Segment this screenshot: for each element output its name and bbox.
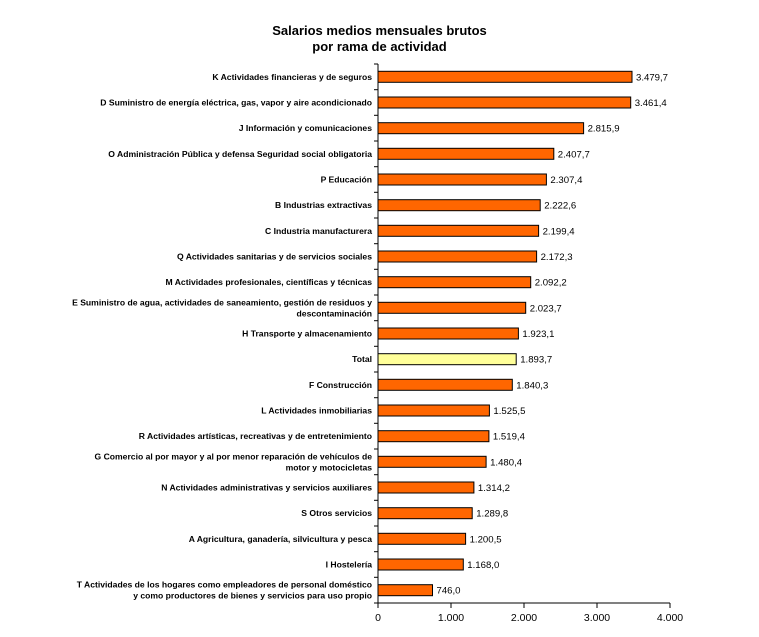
category-label: M Actividades profesionales, científicas… xyxy=(166,277,373,287)
category-label: O Administración Pública y defensa Segur… xyxy=(108,149,372,159)
bar-b-industrias-extractivas xyxy=(377,199,541,212)
category-label: G Comercio al por mayor y al por menor r… xyxy=(95,451,373,461)
category-label: L Actividades inmobiliarias xyxy=(261,406,372,416)
bar-d-suministro-de-energ-a-el-ctrica-gas-vapor-y-aire-acondicionado xyxy=(377,96,632,109)
bar-c-industria-manufacturera xyxy=(377,224,540,237)
category-label: D Suministro de energía eléctrica, gas, … xyxy=(100,98,372,108)
bar-n-actividades-administrativas-y-servicios-auxiliares xyxy=(377,481,475,494)
value-label: 2.023,7 xyxy=(530,303,562,314)
bar-q-actividades-sanitarias-y-de-servicios-sociales xyxy=(377,250,538,263)
bar-g-comercio-al-por-mayor-y-al-por-menor-reparaci-n-de-veh-culos-de xyxy=(377,455,487,468)
axis-layer: 0 1.000 2.000 3.000 4.000 xyxy=(374,63,683,624)
value-label: 2.172,3 xyxy=(541,252,573,263)
bar-o-administraci-n-p-blica-y-defensa-seguridad-social-obligatoria xyxy=(377,147,555,160)
value-label: 1.923,1 xyxy=(522,329,554,340)
bar-f-construcci-n xyxy=(377,378,513,391)
category-label: A Agricultura, ganadería, silvicultura y… xyxy=(189,534,372,544)
bar-e-suministro-de-agua-actividades-de-saneamiento-gesti-n-de-residuos-y xyxy=(377,301,527,314)
bar-t-actividades-de-los-hogares-como-empleadores-de-personal-dom-stico xyxy=(377,584,433,597)
category-label: C Industria manufacturera xyxy=(265,226,372,236)
value-label: 3.461,4 xyxy=(635,98,668,109)
bars-layer: 3.479,7 K Actividades financieras y de se… xyxy=(72,70,668,601)
bar-h-transporte-y-almacenamiento xyxy=(377,327,519,340)
bar-i-hosteler-a xyxy=(377,558,464,571)
bar-s-otros-servicios xyxy=(377,507,473,520)
category-label: T Actividades de los hogares como emplea… xyxy=(77,580,372,590)
value-label: 2.222,6 xyxy=(544,201,576,212)
x-tick-label: 0 xyxy=(375,612,381,624)
chart-title-line-1: Salarios medios mensuales brutos xyxy=(272,23,487,38)
bar-l-actividades-inmobiliarias xyxy=(377,404,490,417)
bar-total xyxy=(377,353,517,366)
value-label: 2.199,4 xyxy=(543,226,576,237)
category-label: descontaminación xyxy=(297,308,372,318)
category-label: R Actividades artísticas, recreativas y … xyxy=(139,431,372,441)
x-tick-label: 3.000 xyxy=(584,612,610,624)
category-label: I Hostelería xyxy=(326,560,373,570)
value-label: 1.289,8 xyxy=(476,509,508,520)
x-tick-label: 4.000 xyxy=(657,612,683,624)
value-label: 1.519,4 xyxy=(493,432,526,443)
value-label: 2.407,7 xyxy=(558,149,590,160)
value-label: 1.200,5 xyxy=(470,534,502,545)
value-label: 1.480,4 xyxy=(490,457,523,468)
category-label: J Información y comunicaciones xyxy=(239,123,372,133)
value-label: 1.168,0 xyxy=(467,560,499,571)
category-label: K Actividades financieras y de seguros xyxy=(212,72,372,82)
category-label: S Otros servicios xyxy=(301,508,372,518)
category-label: E Suministro de agua, actividades de san… xyxy=(72,297,372,307)
chart-title-line-2: por rama de actividad xyxy=(312,39,447,54)
bar-m-actividades-profesionales-cient-ficas-y-t-cnicas xyxy=(377,276,532,289)
chart-title: Salarios medios mensuales brutos por ram… xyxy=(0,23,759,55)
value-label: 1.840,3 xyxy=(516,380,548,391)
value-label: 1.314,2 xyxy=(478,483,510,494)
bar-j-informaci-n-y-comunicaciones xyxy=(377,122,585,135)
bar-r-actividades-art-sticas-recreativas-y-de-entretenimiento xyxy=(377,430,490,443)
category-label: F Construcción xyxy=(309,380,372,390)
x-tick-label: 1.000 xyxy=(438,612,464,624)
value-label: 2.092,2 xyxy=(535,278,567,289)
category-label: N Actividades administrativas y servicio… xyxy=(161,483,372,493)
value-label: 746,0 xyxy=(437,586,461,597)
category-label: H Transporte y almacenamiento xyxy=(242,329,372,339)
category-label: Total xyxy=(352,354,372,364)
category-label: Q Actividades sanitarias y de servicios … xyxy=(177,252,372,262)
bar-p-educaci-n xyxy=(377,173,547,186)
category-label: P Educación xyxy=(321,175,372,185)
value-label: 2.307,4 xyxy=(550,175,583,186)
category-label: y como productores de bienes y servicios… xyxy=(133,591,372,601)
value-label: 2.815,9 xyxy=(588,124,620,135)
value-label: 1.525,5 xyxy=(493,406,525,417)
category-label: motor y motocicletas xyxy=(286,462,373,472)
bar-a-agricultura-ganader-a-silvicultura-y-pesca xyxy=(377,532,467,545)
x-tick-label: 2.000 xyxy=(511,612,537,624)
value-label: 3.479,7 xyxy=(636,72,668,83)
value-label: 1.893,7 xyxy=(520,355,552,366)
category-label: B Industrias extractivas xyxy=(275,200,372,210)
bar-k-actividades-financieras-y-de-seguros xyxy=(377,70,633,83)
